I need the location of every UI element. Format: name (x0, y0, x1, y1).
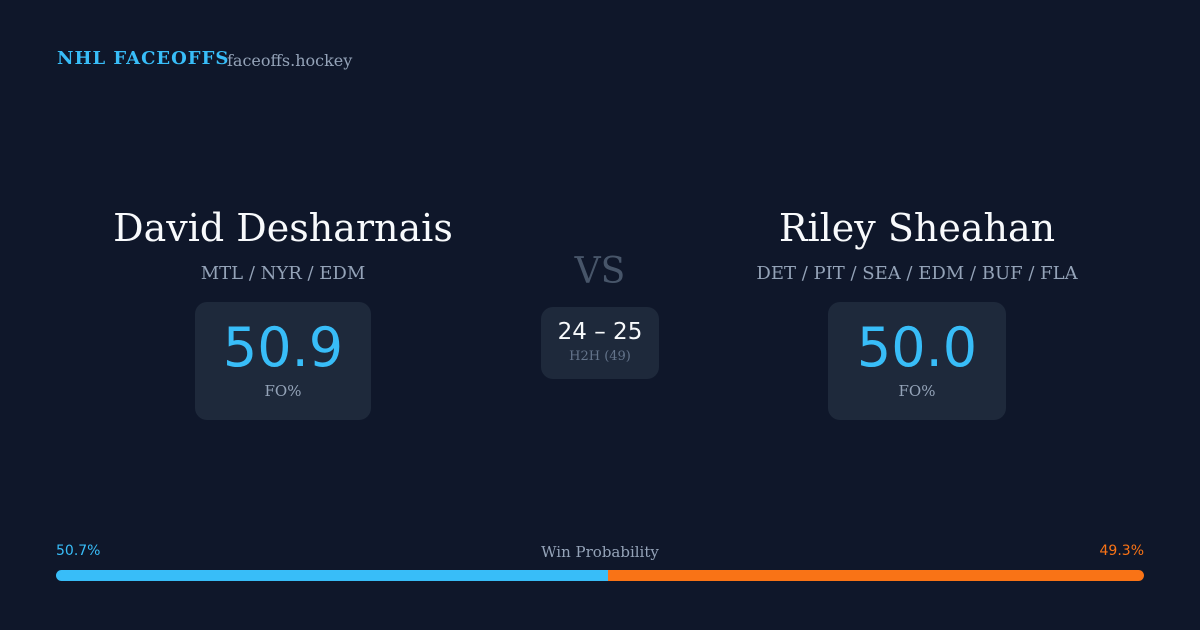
player-name: Riley Sheahan (778, 206, 1056, 250)
site-name: faceoffs.hockey (227, 51, 353, 70)
win-prob-segment (607, 570, 1144, 581)
win-prob-left: 50.7% (56, 543, 101, 559)
h2h-score: 24 – 25 (557, 319, 643, 345)
fo-label: FO% (898, 382, 936, 400)
h2h-card (541, 307, 659, 379)
brand-title: NHL FACEOFFS (57, 48, 230, 69)
win-prob-right: 49.3% (1099, 543, 1144, 559)
fo-value: 50.9 (222, 316, 344, 379)
stat-card (828, 302, 1006, 420)
win-prob-title: Win Probability (541, 543, 659, 561)
win-prob-segment (56, 570, 608, 581)
fo-label: FO% (264, 382, 302, 400)
stat-card (195, 302, 371, 420)
versus: VS (574, 251, 626, 292)
player-teams: MTL / NYR / EDM (200, 263, 366, 284)
win-prob-bar (56, 570, 1144, 581)
h2h-label: H2H (49) (569, 349, 631, 364)
player-teams: DET / PIT / SEA / EDM / BUF / FLA (756, 263, 1078, 284)
player-name: David Desharnais (113, 206, 453, 250)
fo-value: 50.0 (856, 316, 978, 379)
